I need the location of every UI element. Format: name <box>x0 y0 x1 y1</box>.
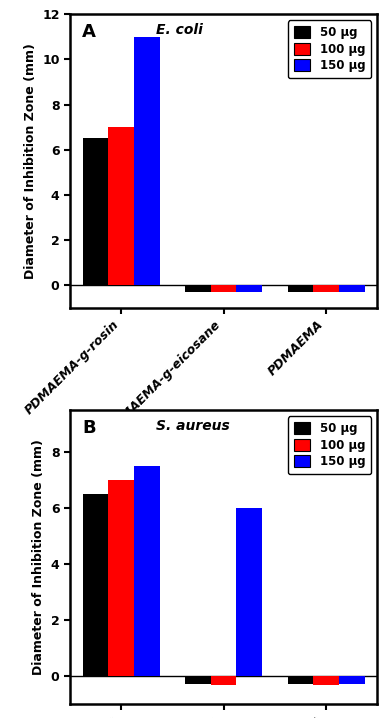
Text: E. coli: E. coli <box>156 23 203 37</box>
Bar <box>237 285 262 292</box>
Text: A: A <box>82 23 96 41</box>
Text: B: B <box>82 419 96 437</box>
Y-axis label: Diameter of Inhibition Zone (mm): Diameter of Inhibition Zone (mm) <box>32 439 45 675</box>
Legend: 50 μg, 100 μg, 150 μg: 50 μg, 100 μg, 150 μg <box>288 20 371 78</box>
Bar <box>211 285 237 292</box>
Bar <box>339 285 364 292</box>
Bar <box>288 285 313 292</box>
Legend: 50 μg, 100 μg, 150 μg: 50 μg, 100 μg, 150 μg <box>288 416 371 474</box>
Bar <box>109 127 134 285</box>
Y-axis label: Diameter of Inhibition Zone (mm): Diameter of Inhibition Zone (mm) <box>24 43 37 279</box>
Bar <box>313 285 339 292</box>
Bar <box>313 676 339 686</box>
Text: S. aureus: S. aureus <box>156 419 230 433</box>
Bar <box>185 676 211 684</box>
Bar <box>134 37 159 285</box>
Bar <box>134 466 159 676</box>
Bar <box>83 139 109 285</box>
Bar <box>339 676 364 684</box>
Bar <box>288 676 313 684</box>
Bar <box>185 285 211 292</box>
Bar <box>83 494 109 676</box>
Bar <box>211 676 237 686</box>
Bar <box>109 480 134 676</box>
Bar <box>237 508 262 676</box>
